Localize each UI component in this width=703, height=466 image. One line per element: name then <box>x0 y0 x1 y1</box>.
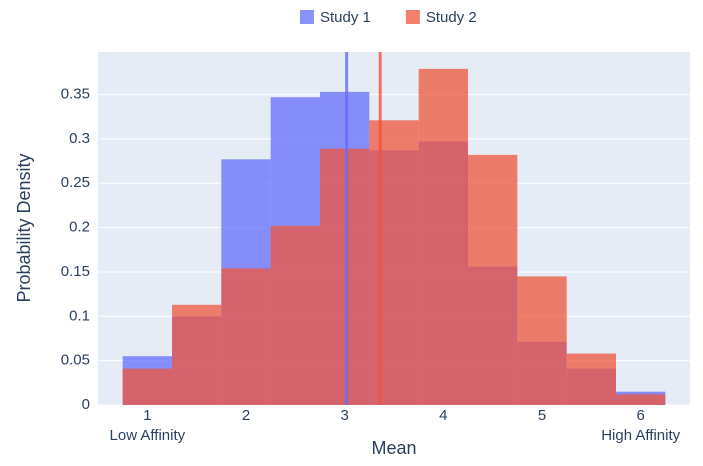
histogram-bar <box>270 225 320 405</box>
histogram-bar <box>418 68 468 406</box>
legend-label: Study 1 <box>320 9 371 26</box>
histogram-bar <box>616 394 666 405</box>
y-tick-label: 0.25 <box>61 174 90 191</box>
y-tick-label: 0.2 <box>69 219 90 236</box>
x-tick-label: 5 <box>538 407 546 424</box>
histogram-bar <box>221 268 271 405</box>
annotation: High Affinity <box>601 427 680 444</box>
y-tick-label: 0.35 <box>61 86 90 103</box>
y-tick-label: 0.05 <box>61 352 90 369</box>
histogram-bar <box>468 154 518 405</box>
x-tick-label: 3 <box>340 407 348 424</box>
y-tick-label: 0.15 <box>61 263 90 280</box>
y-axis-title: Probability Density <box>14 153 34 302</box>
legend-swatch <box>300 10 314 24</box>
x-tick-label: 2 <box>242 407 250 424</box>
legend-label: Study 2 <box>426 9 477 26</box>
histogram-bar <box>566 353 616 405</box>
x-tick-label: 1 <box>143 407 151 424</box>
x-axis-title: Mean <box>371 438 416 458</box>
y-tick-label: 0.1 <box>69 307 90 324</box>
histogram-bar <box>320 148 370 405</box>
histogram-bar <box>369 120 419 405</box>
histogram-bar <box>172 304 222 405</box>
legend-swatch <box>405 10 420 24</box>
x-tick-label: 6 <box>636 407 644 424</box>
y-tick-label: 0.3 <box>69 130 90 147</box>
annotation: Low Affinity <box>110 427 186 444</box>
x-tick-label: 4 <box>439 407 447 424</box>
histogram-bar <box>517 276 567 405</box>
histogram-bar <box>122 368 172 405</box>
y-tick-label: 0 <box>82 396 90 413</box>
